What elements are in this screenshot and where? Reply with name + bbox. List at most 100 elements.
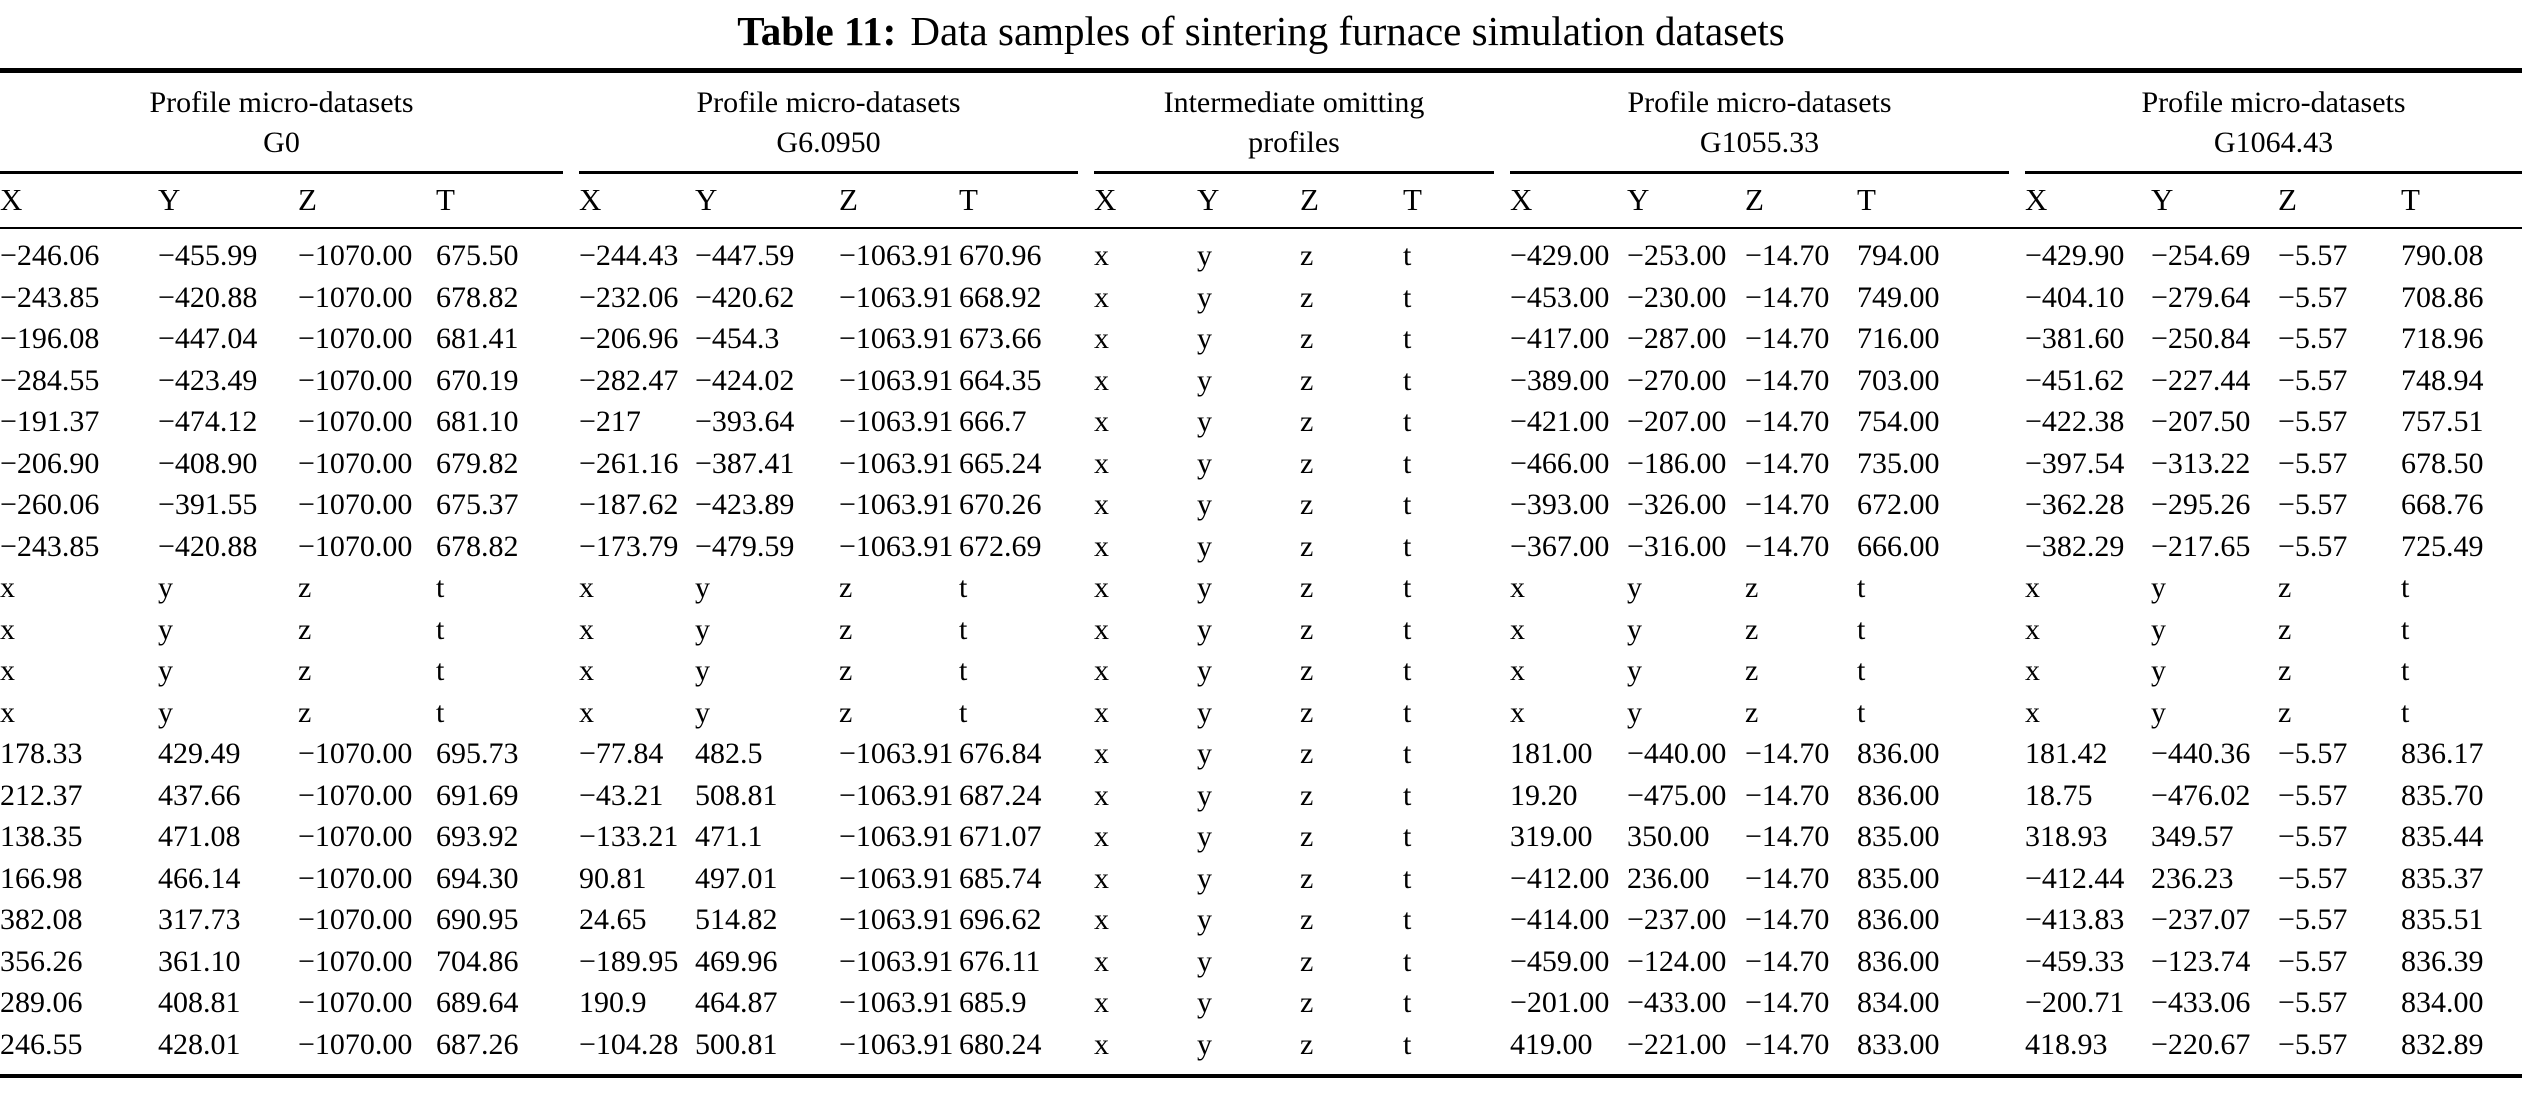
cell: 90.81 (579, 861, 647, 895)
cell: 382.08 (0, 903, 83, 936)
cell: t (1403, 737, 1412, 770)
table-body: −246.06 −455.99 −1070.00 675.50 −244.43 −447.… (0, 229, 2522, 1074)
cell: −221.00 (1627, 1027, 1727, 1061)
cell: −466.00 (1510, 446, 1610, 480)
cell: x (1510, 612, 1525, 646)
cell: x (1094, 944, 1109, 978)
cell: −217 (579, 405, 641, 438)
table-caption-text: Data samples of sintering furnace simula… (910, 8, 1785, 54)
cell: 678.82 (436, 529, 519, 563)
cell: y (695, 695, 710, 729)
cell: z (1300, 612, 1314, 646)
cell: y (1627, 612, 1642, 646)
cell: −14.70 (1745, 363, 1830, 397)
row-group-1: 289.06 408.81 −1070.00 689.64 (0, 982, 563, 1024)
cell: t (1403, 571, 1412, 604)
cell: −1070.00 (298, 529, 413, 563)
table-row: −191.37 −474.12 −1070.00 681.10 −217 −393.64−… (0, 401, 2522, 443)
cell: 671.07 (959, 820, 1042, 853)
cell: −1063.91 (839, 239, 954, 272)
cell: 212.37 (0, 778, 83, 812)
cell: −5.57 (2278, 529, 2348, 563)
column-header: X (1094, 182, 1117, 217)
cell: −1063.91 (839, 944, 954, 978)
cell: −243.85 (0, 280, 100, 314)
cell: 835.00 (1857, 861, 1940, 895)
cell: z (1300, 405, 1314, 438)
cell: −232.06 (579, 280, 679, 314)
cell: −459.33 (2025, 944, 2125, 978)
row-group-5: −459.33 −123.74 −5.57 836.39 (2025, 941, 2522, 983)
cell: 834.00 (1857, 986, 1940, 1019)
cell: 471.08 (158, 820, 241, 853)
group-name: Profile micro-datasets (2141, 86, 2406, 119)
row-group-2: −282.47 −424.02 −1063.91 664.35 (579, 360, 1078, 402)
cell: x (1094, 861, 1109, 895)
cell: t (1403, 654, 1412, 687)
row-group-5: −412.44 236.23 −5.57 835.37 (2025, 858, 2522, 900)
cell: 835.70 (2401, 778, 2484, 812)
cell: y (158, 695, 173, 729)
cell: 835.00 (1857, 820, 1940, 853)
row-group-5: −422.38 −207.50 −5.57 757.51 (2025, 401, 2522, 443)
cell: −1063.91 (839, 986, 954, 1019)
cell: −14.70 (1745, 446, 1830, 480)
cell: y (158, 654, 173, 687)
cell: z (298, 612, 312, 646)
cell: −1063.91 (839, 363, 954, 397)
cell: 178.33 (0, 737, 83, 770)
cell: −1070.00 (298, 820, 413, 853)
cell: −1070.00 (298, 903, 413, 936)
cell: 685.74 (959, 861, 1042, 895)
cell: t (1403, 903, 1412, 936)
cell: t (1857, 571, 1866, 604)
cell: 687.24 (959, 778, 1042, 812)
cell: x (1094, 405, 1109, 438)
cell: −133.21 (579, 820, 679, 853)
cell: −279.64 (2151, 280, 2251, 314)
cell: −1063.91 (839, 737, 954, 770)
cell: −387.41 (695, 446, 795, 480)
cell: z (1300, 488, 1314, 521)
cell: y (1197, 778, 1212, 812)
cell: z (839, 612, 853, 646)
row-group-1: −206.90 −408.90 −1070.00 679.82 (0, 443, 563, 485)
table-row: 178.33 429.49 −1070.00 695.73 −77.84 482.5 −10… (0, 733, 2522, 775)
row-group-2: −189.95 469.96 −1063.91 676.11 (579, 941, 1078, 983)
cell: −326.00 (1627, 488, 1727, 521)
cell: x (0, 612, 15, 646)
cell: 181.00 (1510, 737, 1593, 770)
cell: z (1300, 820, 1314, 853)
cell: z (2278, 654, 2292, 687)
cell: −1063.91 (839, 820, 954, 853)
cell: 166.98 (0, 861, 83, 895)
row-group-5: 181.42 −440.36 −5.57 836.17 (2025, 733, 2522, 775)
cell: t (436, 695, 445, 729)
cell: −77.84 (579, 737, 664, 770)
cell: −313.22 (2151, 446, 2251, 480)
cell: 246.55 (0, 1027, 83, 1061)
cell: 482.5 (695, 737, 763, 770)
group-name: Profile micro-datasets (696, 86, 961, 119)
cell: −14.70 (1745, 986, 1830, 1019)
cell: −14.70 (1745, 944, 1830, 978)
cell: 672.00 (1857, 488, 1940, 521)
cell: 790.08 (2401, 239, 2484, 272)
cell: y (1197, 322, 1212, 355)
cell: −1070.00 (298, 363, 413, 397)
cell: −14.70 (1745, 820, 1830, 853)
cell: 356.26 (0, 944, 83, 978)
cell: 749.00 (1857, 280, 1940, 314)
cell: −5.57 (2278, 239, 2348, 272)
group-header-1: Profile micro-datasets G0 (0, 83, 563, 174)
cell: 676.84 (959, 737, 1042, 770)
